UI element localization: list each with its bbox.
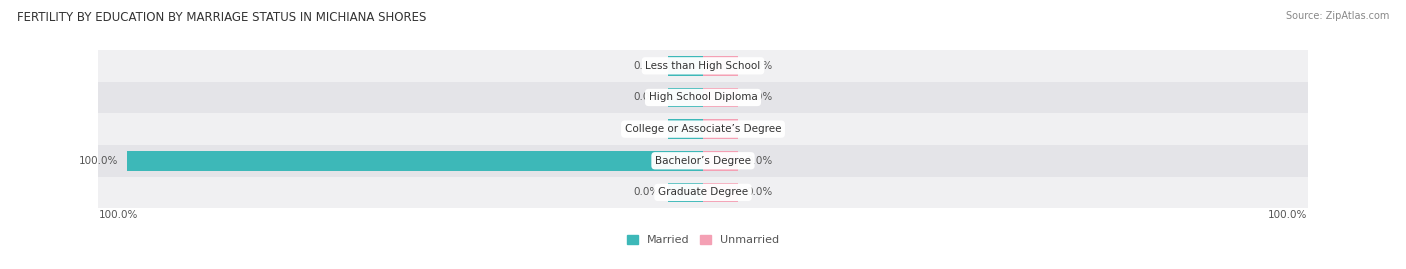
Text: 0.0%: 0.0% bbox=[634, 187, 659, 197]
Text: 100.0%: 100.0% bbox=[1268, 210, 1308, 220]
Text: 0.0%: 0.0% bbox=[634, 93, 659, 102]
Bar bbox=[127, 151, 703, 171]
Bar bbox=[703, 151, 738, 171]
Bar bbox=[668, 88, 703, 107]
Text: Graduate Degree: Graduate Degree bbox=[658, 187, 748, 197]
Text: 0.0%: 0.0% bbox=[634, 61, 659, 71]
Text: 0.0%: 0.0% bbox=[747, 187, 772, 197]
Bar bbox=[703, 119, 738, 139]
Bar bbox=[98, 82, 1308, 113]
Text: Source: ZipAtlas.com: Source: ZipAtlas.com bbox=[1285, 11, 1389, 21]
Text: 0.0%: 0.0% bbox=[634, 124, 659, 134]
Text: 0.0%: 0.0% bbox=[747, 61, 772, 71]
Bar bbox=[668, 183, 703, 202]
Bar bbox=[98, 145, 1308, 176]
Bar bbox=[668, 119, 703, 139]
Text: 100.0%: 100.0% bbox=[98, 210, 138, 220]
Text: FERTILITY BY EDUCATION BY MARRIAGE STATUS IN MICHIANA SHORES: FERTILITY BY EDUCATION BY MARRIAGE STATU… bbox=[17, 11, 426, 24]
Text: 100.0%: 100.0% bbox=[79, 156, 118, 166]
Bar bbox=[98, 50, 1308, 82]
Bar bbox=[98, 176, 1308, 208]
Text: College or Associate’s Degree: College or Associate’s Degree bbox=[624, 124, 782, 134]
Bar bbox=[668, 56, 703, 76]
Bar bbox=[703, 56, 738, 76]
Text: Less than High School: Less than High School bbox=[645, 61, 761, 71]
Bar bbox=[703, 183, 738, 202]
Legend: Married, Unmarried: Married, Unmarried bbox=[621, 230, 785, 249]
Bar bbox=[98, 113, 1308, 145]
Text: 0.0%: 0.0% bbox=[747, 124, 772, 134]
Text: Bachelor’s Degree: Bachelor’s Degree bbox=[655, 156, 751, 166]
Bar bbox=[703, 88, 738, 107]
Text: 0.0%: 0.0% bbox=[747, 93, 772, 102]
Text: High School Diploma: High School Diploma bbox=[648, 93, 758, 102]
Text: 0.0%: 0.0% bbox=[747, 156, 772, 166]
